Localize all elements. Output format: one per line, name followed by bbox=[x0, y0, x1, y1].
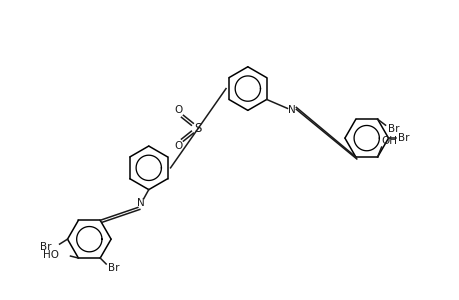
Text: S: S bbox=[194, 122, 202, 135]
Text: Br: Br bbox=[386, 124, 398, 134]
Text: OH: OH bbox=[381, 136, 397, 146]
Text: O: O bbox=[174, 105, 182, 116]
Text: HO: HO bbox=[43, 250, 58, 260]
Text: N: N bbox=[137, 197, 145, 208]
Text: O: O bbox=[174, 141, 182, 151]
Text: Br: Br bbox=[40, 242, 51, 252]
Text: Br: Br bbox=[397, 133, 409, 143]
Text: N: N bbox=[287, 105, 295, 116]
Text: Br: Br bbox=[108, 263, 119, 273]
